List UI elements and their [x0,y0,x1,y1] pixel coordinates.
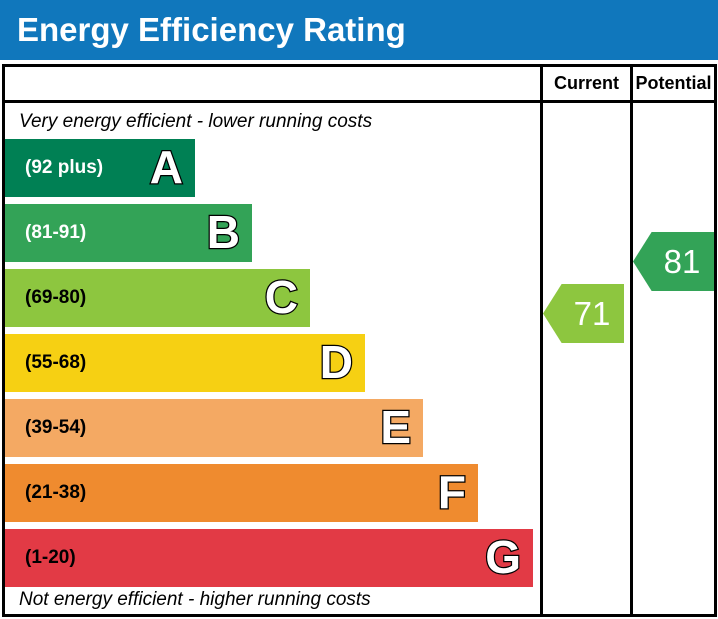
band-row-a: (92 plus) A [5,139,195,197]
current-column-header: Current [553,73,619,93]
top-note: Very energy efficient - lower running co… [19,111,373,132]
current-rating-arrow: 71 [543,284,624,343]
band-range-label: (1-20) [25,547,76,568]
band-letter: F [437,465,468,520]
potential-column-header: Potential [635,73,712,93]
bottom-note: Not energy efficient - higher running co… [19,589,371,610]
bands: (92 plus) A (81-91) B (69-80) C (55-68) D (39-54… [5,139,533,594]
band-range-label: (92 plus) [25,157,104,178]
band-letter: B [206,205,242,260]
band-range-label: (69-80) [25,287,87,308]
band-range-label: (39-54) [25,417,87,438]
title-bar: Energy Efficiency Rating [0,0,718,60]
epc-chart: Current Potential Very energy efficient … [2,64,717,617]
band-letter: E [379,400,412,455]
band-row-d: (55-68) D [5,334,365,392]
potential-rating-value: 81 [663,242,701,280]
band-range-label: (81-91) [25,222,87,243]
page-title: Energy Efficiency Rating [17,11,406,48]
band-range-label: (21-38) [25,482,87,503]
potential-column-divider [630,67,633,614]
band-row-e: (39-54) E [5,399,423,457]
potential-rating-arrow: 81 [633,232,714,291]
band-row-f: (21-38) F [5,464,478,522]
band-row-b: (81-91) B [5,204,252,262]
band-letter: G [484,530,522,585]
band-range-label: (55-68) [25,352,87,373]
current-column-divider [540,67,543,614]
band-row-c: (69-80) C [5,269,310,327]
band-row-g: (1-20) G [5,529,533,587]
current-rating-value: 71 [573,294,611,332]
band-letter: D [319,335,355,390]
chart-header-row [5,67,714,103]
band-letter: A [149,140,185,195]
band-letter: C [264,270,300,325]
